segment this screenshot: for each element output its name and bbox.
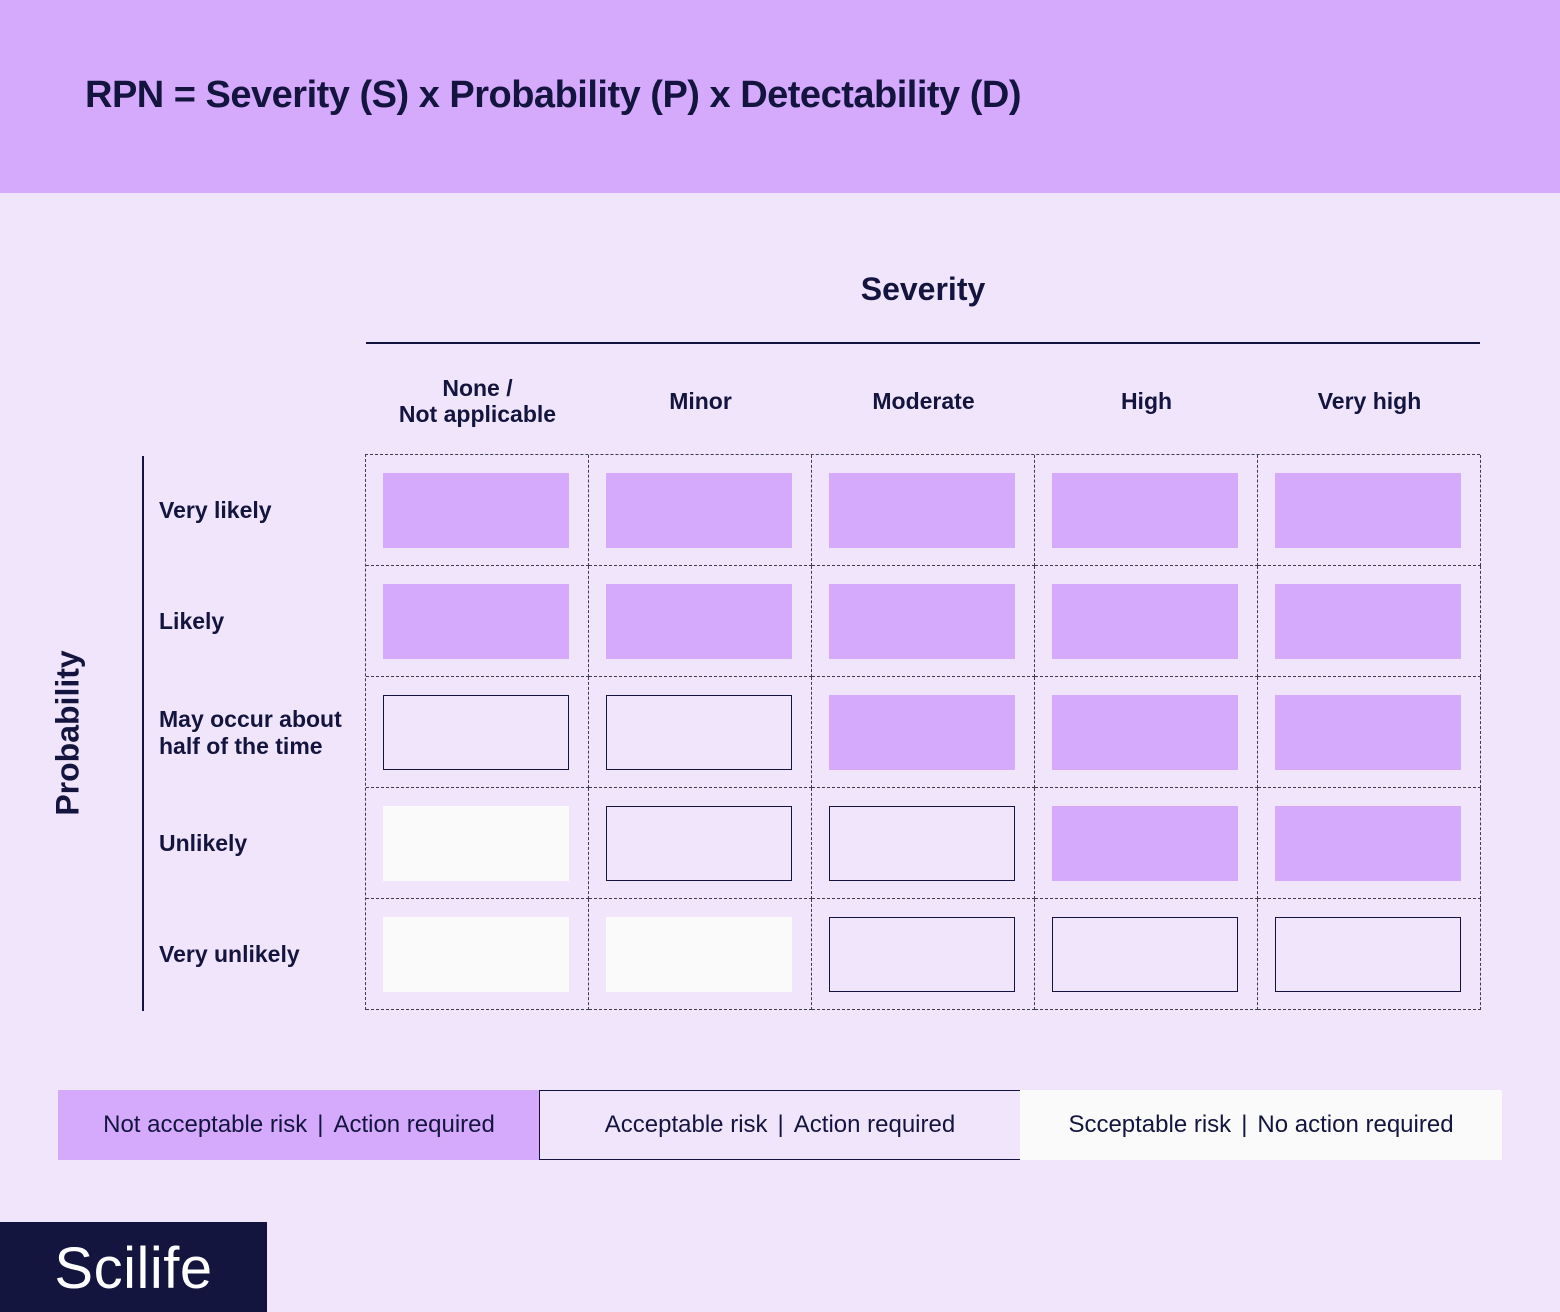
probability-axis-rule [142, 456, 144, 1011]
matrix-cell [589, 788, 812, 899]
matrix-cell [812, 899, 1035, 1010]
risk-level-box-not-acceptable [829, 695, 1015, 770]
legend-action-label: Action required [793, 1111, 956, 1138]
matrix-cell [1035, 899, 1258, 1010]
risk-level-box-not-acceptable [1275, 695, 1461, 770]
legend-acceptable-no-action: Scceptable risk | No action required [1020, 1090, 1502, 1160]
matrix-cell [1258, 899, 1481, 1010]
risk-level-box-not-acceptable [383, 584, 569, 659]
risk-level-box-not-acceptable [1052, 695, 1238, 770]
risk-level-box-not-acceptable [606, 584, 792, 659]
matrix-cell [1035, 788, 1258, 899]
severity-level-minor: Minor [669, 387, 732, 414]
matrix-cell [366, 788, 589, 899]
risk-level-box-acceptable-action [829, 917, 1015, 992]
matrix-cell [812, 788, 1035, 899]
risk-level-box-not-acceptable [606, 473, 792, 548]
matrix-cell [812, 677, 1035, 788]
probability-level-very-unlikely: Very unlikely [159, 941, 300, 968]
legend-risk-label: Acceptable risk [604, 1111, 768, 1138]
probability-level-very-likely: Very likely [159, 497, 272, 524]
risk-level-box-acceptable-no-action [606, 917, 792, 992]
matrix-cell [1035, 677, 1258, 788]
scilife-logo: Scilife [0, 1222, 267, 1312]
matrix-cell [366, 566, 589, 677]
legend-risk-label: Scceptable risk [1068, 1111, 1232, 1138]
legend-risk-label: Not acceptable risk [103, 1111, 308, 1138]
probability-level-likely: Likely [159, 608, 225, 635]
matrix-cell [589, 677, 812, 788]
risk-level-box-acceptable-action [606, 806, 792, 881]
matrix-cell [1035, 455, 1258, 566]
severity-axis-rule [366, 342, 1480, 344]
matrix-cell [1258, 788, 1481, 899]
legend-separator: | [777, 1111, 784, 1138]
risk-level-box-not-acceptable [1052, 473, 1238, 548]
matrix-cell [1258, 455, 1481, 566]
severity-level-very-high: Very high [1317, 387, 1422, 414]
risk-matrix-grid [365, 454, 1481, 1010]
matrix-cell [812, 455, 1035, 566]
rpn-formula: RPN = Severity (S) x Probability (P) x D… [85, 74, 1021, 116]
risk-level-box-not-acceptable [383, 473, 569, 548]
severity-level-moderate: Moderate [872, 387, 975, 414]
matrix-cell [366, 677, 589, 788]
risk-level-box-not-acceptable [829, 584, 1015, 659]
risk-level-box-not-acceptable [1275, 806, 1461, 881]
severity-level-none: None / Not applicable [398, 374, 557, 427]
risk-level-box-not-acceptable [1052, 584, 1238, 659]
probability-axis-title: Probability [49, 650, 86, 816]
legend-not-acceptable: Not acceptable risk | Action required [58, 1090, 540, 1160]
risk-level-box-not-acceptable [829, 473, 1015, 548]
risk-level-box-not-acceptable [1052, 806, 1238, 881]
legend-separator: | [317, 1111, 324, 1138]
legend-action-label: Action required [333, 1111, 495, 1138]
risk-level-box-acceptable-action [383, 695, 569, 770]
risk-level-box-acceptable-action [1052, 917, 1238, 992]
risk-level-box-acceptable-action [1275, 917, 1461, 992]
matrix-cell [1258, 566, 1481, 677]
risk-level-box-acceptable-no-action [383, 917, 569, 992]
risk-level-box-not-acceptable [1275, 473, 1461, 548]
matrix-cell [812, 566, 1035, 677]
legend-acceptable-action: Acceptable risk | Action required [539, 1090, 1021, 1160]
matrix-cell [1035, 566, 1258, 677]
header-banner: RPN = Severity (S) x Probability (P) x D… [0, 0, 1560, 193]
matrix-cell [589, 566, 812, 677]
risk-level-box-acceptable-action [829, 806, 1015, 881]
severity-level-high: High [1120, 387, 1173, 414]
risk-level-box-acceptable-no-action [383, 806, 569, 881]
risk-level-box-not-acceptable [1275, 584, 1461, 659]
legend-separator: | [1241, 1111, 1248, 1138]
severity-axis-title: Severity [860, 271, 986, 307]
probability-level-half-time: May occur about half of the time [159, 706, 342, 759]
matrix-cell [366, 899, 589, 1010]
matrix-cell [589, 899, 812, 1010]
legend-action-label: No action required [1257, 1111, 1454, 1138]
matrix-cell [1258, 677, 1481, 788]
probability-level-unlikely: Unlikely [159, 830, 248, 857]
matrix-cell [366, 455, 589, 566]
matrix-cell [589, 455, 812, 566]
risk-level-box-acceptable-action [606, 695, 792, 770]
